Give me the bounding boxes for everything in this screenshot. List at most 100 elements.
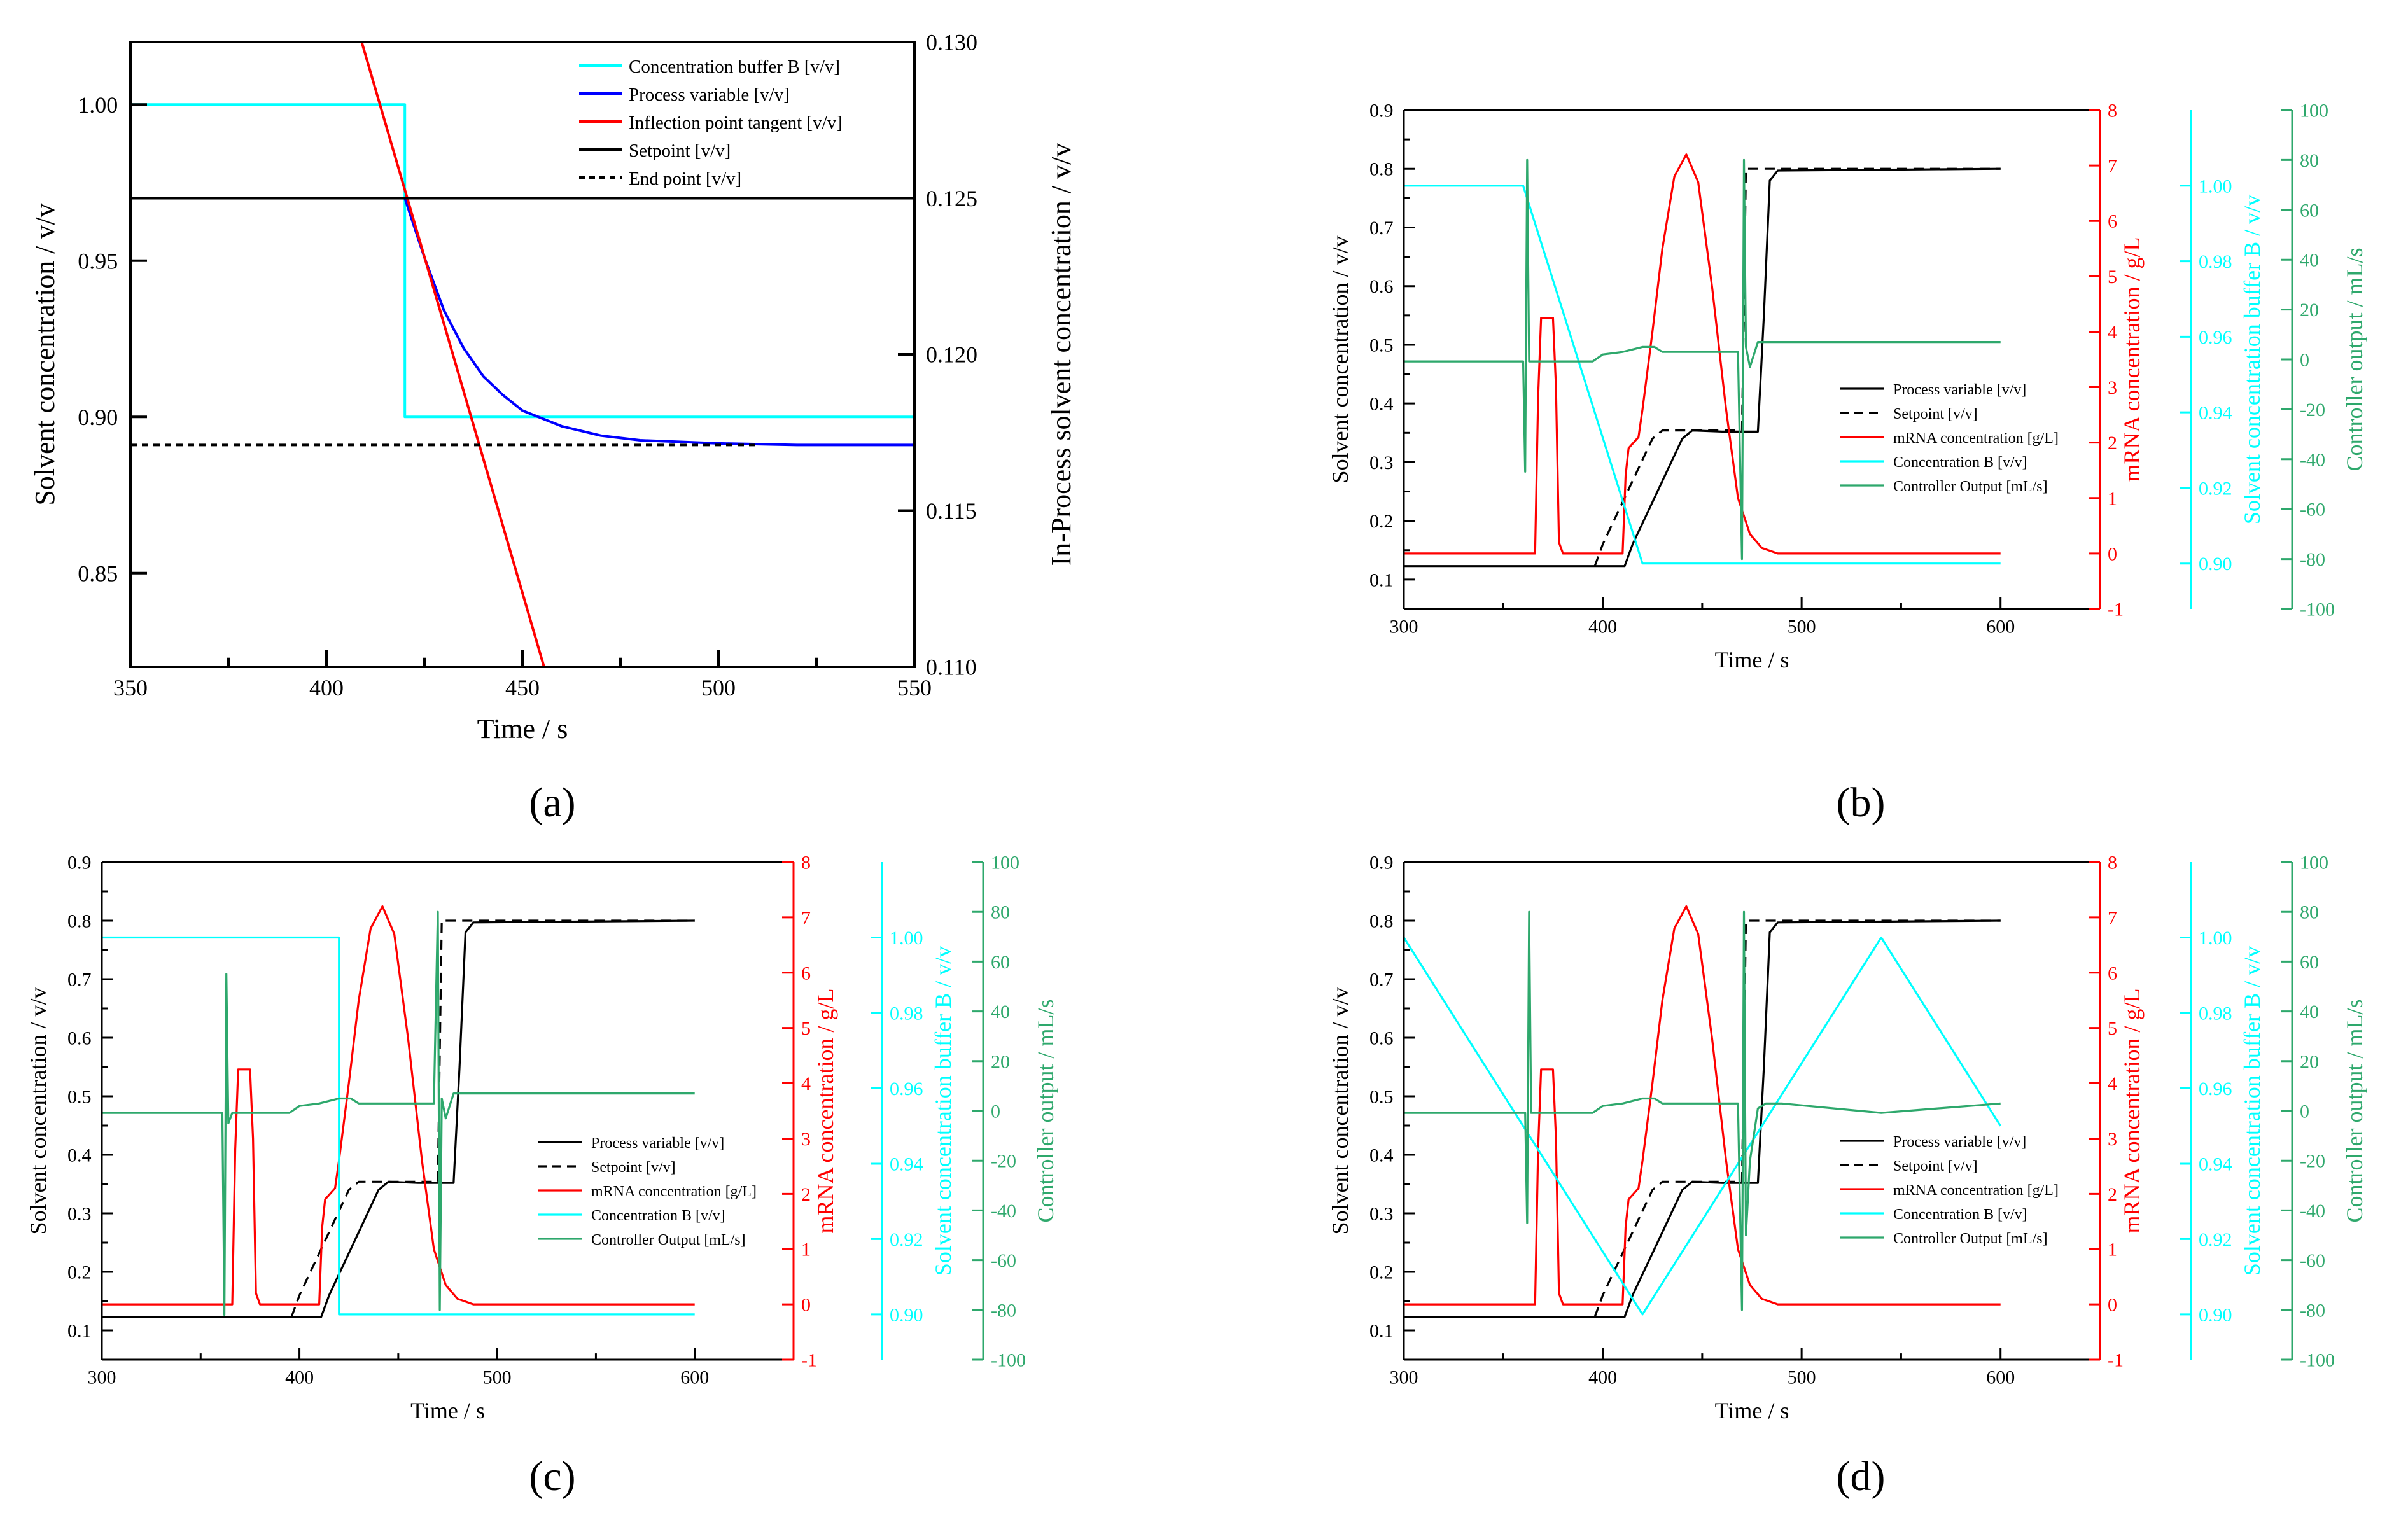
x-tick-label: 600 <box>680 1367 709 1388</box>
x-tick-label: 400 <box>309 675 344 701</box>
y4-tick-label: -80 <box>2300 1300 2325 1321</box>
axes: 300 400 500 6000.10.20.30.40.50.60.70.80.9T… <box>1327 101 2367 673</box>
y2-tick-label: 2 <box>2108 1184 2117 1205</box>
panel-label: (b) <box>1837 779 1886 826</box>
series-line-controller-output-ml-s <box>1404 158 2001 561</box>
y4-axis-label: Controller output / mL/s <box>2342 1000 2367 1223</box>
series-line-concentration-b-v-v <box>1404 936 2002 1316</box>
y2-axis-label: mRNA concentration / g/L <box>2119 237 2145 482</box>
y2-tick-label: 0 <box>801 1295 811 1316</box>
legend: Process variable [v/v] Setpoint [v/v] mRNA… <box>538 1135 757 1248</box>
y-tick-label: 0.8 <box>67 911 92 932</box>
y2-tick-label: 4 <box>801 1073 811 1094</box>
y-tick-label: 0.5 <box>1369 335 1394 356</box>
y4-tick-label: -60 <box>2300 499 2325 520</box>
legend-label: Setpoint [v/v] <box>1893 1158 1978 1175</box>
y4-tick-label: -80 <box>2300 549 2325 570</box>
y4-tick-label: -80 <box>991 1300 1016 1321</box>
y2-tick-label: 8 <box>801 853 811 874</box>
panel-label: (d) <box>1837 1453 1886 1500</box>
y2-tick-label: 3 <box>2108 1129 2117 1150</box>
y4-tick-label: -40 <box>991 1201 1016 1222</box>
x-axis-label: Time / s <box>1715 1398 1789 1423</box>
y-tick-label: 0.8 <box>1369 159 1394 180</box>
legend-label: Setpoint [v/v] <box>591 1159 676 1176</box>
x-tick-label: 500 <box>701 675 736 701</box>
y3-axis-label: Solvent concentration buffer B / v/v <box>2239 946 2265 1276</box>
y2-tick-label: 0 <box>2108 543 2117 564</box>
y-tick-label: 0.1 <box>67 1321 92 1342</box>
series-line-process-variable-v-v <box>1404 919 2001 1318</box>
y4-tick-label: -40 <box>2300 1201 2325 1222</box>
y2-tick-label: 1 <box>2108 488 2117 509</box>
y2-tick-label: 1 <box>2108 1239 2117 1260</box>
y2-tick-label: 0.125 <box>926 186 977 211</box>
x-tick-label: 350 <box>113 675 148 701</box>
chart-panel-d: 300 400 500 6000.10.20.30.40.50.60.70.80.9T… <box>1327 853 2367 1500</box>
y-tick-label: 0.7 <box>1369 970 1394 991</box>
y4-tick-label: 80 <box>2300 902 2319 923</box>
y-tick-label: 0.9 <box>1369 101 1394 122</box>
y2-tick-label: 3 <box>801 1129 811 1150</box>
y4-tick-label: 20 <box>2300 1051 2319 1072</box>
y4-tick-label: 60 <box>2300 952 2319 973</box>
y3-tick-label: 0.96 <box>890 1078 923 1099</box>
y2-axis-label: mRNA concentration / g/L <box>2119 989 2145 1234</box>
y2-tick-label: 1 <box>801 1239 811 1260</box>
y3-tick-label: 0.90 <box>2199 554 2232 575</box>
y2-tick-label: 6 <box>801 963 811 984</box>
y-tick-label: 0.6 <box>67 1028 92 1049</box>
y-tick-label: 0.2 <box>1369 1262 1394 1283</box>
y4-tick-label: -100 <box>991 1350 1026 1371</box>
y3-axis-label: Solvent concentration buffer B / v/v <box>2239 195 2265 524</box>
y-tick-label: 0.95 <box>78 248 118 274</box>
legend-label: Concentration B [v/v] <box>1893 1206 2027 1223</box>
y2-tick-label: 5 <box>2108 1018 2117 1039</box>
x-tick-label: 300 <box>1390 617 1418 638</box>
y4-tick-label: -20 <box>2300 400 2325 421</box>
y-tick-label: 1.00 <box>78 92 118 118</box>
y4-tick-label: 100 <box>2300 101 2328 122</box>
y3-tick-label: 0.92 <box>890 1229 923 1250</box>
legend-label: End point [v/v] <box>629 169 741 189</box>
y-axis-label: Solvent concentration / v/v <box>29 203 60 505</box>
y4-tick-label: 40 <box>2300 1001 2319 1022</box>
series-line-controller-output-ml-s <box>1404 910 2001 1311</box>
series-line-setpoint-v-v <box>290 919 695 1318</box>
axes: 300 400 500 6000.10.20.30.40.50.60.70.80.9T… <box>25 853 1058 1423</box>
x-axis-label: Time / s <box>477 713 568 744</box>
y-tick-label: 0.4 <box>67 1145 92 1166</box>
y4-tick-label: 20 <box>991 1051 1010 1072</box>
y-tick-label: 0.3 <box>1369 1204 1394 1225</box>
x-tick-label: 600 <box>1986 1367 2015 1388</box>
y4-tick-label: 20 <box>2300 300 2319 321</box>
legend-label: Setpoint [v/v] <box>629 141 731 161</box>
y2-tick-label: 0.130 <box>926 30 977 55</box>
y-tick-label: 0.1 <box>1369 569 1394 590</box>
y-tick-label: 0.8 <box>1369 911 1394 932</box>
series-line-setpoint-v-v <box>1593 167 2001 567</box>
x-tick-label: 400 <box>1588 617 1617 638</box>
legend-label: Process variable [v/v] <box>1893 382 2026 398</box>
series-line-controller-output-ml-s <box>102 910 695 1316</box>
y3-tick-label: 0.96 <box>2199 1078 2232 1099</box>
y2-tick-label: 3 <box>2108 377 2117 398</box>
legend-label: Controller Output [mL/s] <box>591 1232 746 1248</box>
y2-tick-label: -1 <box>2108 599 2124 620</box>
y3-tick-label: 0.98 <box>890 1003 923 1024</box>
chart-panel-a: 350 400 450 500 550 0.85 0.90 0.95 1.00 Time / s S… <box>29 30 1077 826</box>
legend: Concentration buffer B [v/v] Process vari… <box>579 57 843 189</box>
y3-tick-label: 0.90 <box>2199 1304 2232 1325</box>
panel-label: (a) <box>529 779 575 826</box>
y-tick-label: 0.6 <box>1369 276 1394 297</box>
y3-tick-label: 0.92 <box>2199 1229 2232 1250</box>
y4-tick-label: -40 <box>2300 449 2325 470</box>
y2-tick-label: 8 <box>2108 853 2117 874</box>
y-tick-label: 0.5 <box>67 1087 92 1108</box>
x-tick-label: 500 <box>1788 617 1816 638</box>
panel-label: (c) <box>529 1453 575 1500</box>
x-tick-label: 500 <box>1788 1367 1816 1388</box>
y3-tick-label: 0.94 <box>890 1154 923 1175</box>
legend-label: Inflection point tangent [v/v] <box>629 113 843 133</box>
